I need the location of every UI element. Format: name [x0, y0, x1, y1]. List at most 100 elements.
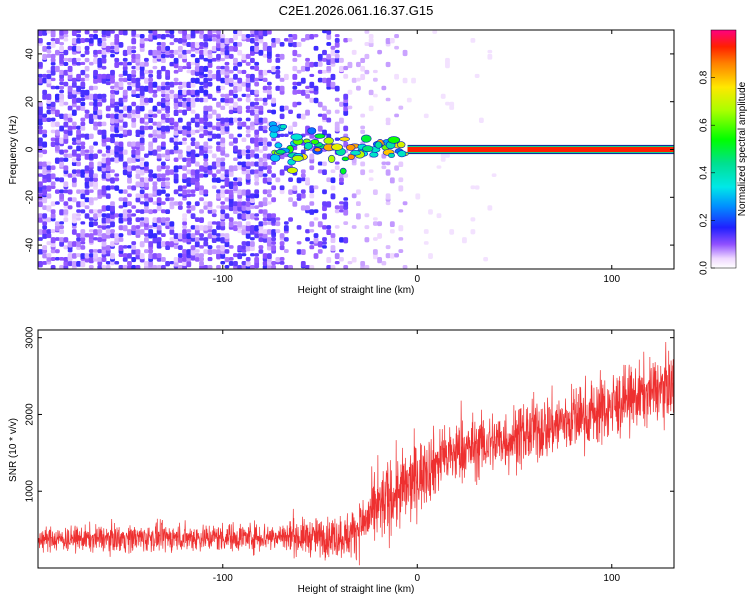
spectrogram-cell	[313, 217, 319, 221]
spectrogram-cell	[288, 109, 293, 114]
spectrogram-cell	[216, 161, 221, 168]
spectrogram-cell	[279, 85, 285, 92]
spectrogram-cell	[156, 257, 162, 262]
spectrogram-cell	[59, 41, 65, 46]
spectrogram-cell	[360, 161, 366, 167]
spectrogram-cell	[266, 85, 272, 90]
spectrogram-cell	[46, 41, 52, 46]
spectrogram-cell	[199, 225, 204, 231]
spectrogram-cell	[254, 89, 260, 95]
spectrogram-cell	[258, 249, 264, 254]
spectrogram-cell	[250, 33, 255, 38]
spectrogram-cell	[262, 209, 268, 215]
spectrogram-cell	[186, 161, 192, 168]
spectrogram-cell	[228, 189, 234, 195]
spectrogram-cell	[398, 225, 404, 232]
spectrogram-cell	[67, 241, 73, 248]
spectrogram-cell	[262, 69, 268, 76]
spectrogram-cell	[101, 37, 107, 42]
spectrogram-cell	[173, 173, 179, 180]
spectrogram-cell	[135, 109, 141, 115]
spectrogram-cell	[93, 213, 98, 220]
spectrogram-cell	[84, 205, 90, 210]
spectrogram-cell	[173, 233, 179, 240]
spectrogram-cell	[50, 57, 56, 63]
spectrogram-cell	[262, 141, 268, 146]
spectrogram-cell	[165, 30, 171, 34]
spectrogram-cell	[50, 69, 56, 76]
spectrogram-cell	[317, 61, 323, 67]
spectrogram-cell	[67, 85, 73, 92]
spectrogram-cell	[254, 81, 260, 87]
spectrogram-cell	[292, 81, 298, 86]
spectrogram-cell	[241, 241, 247, 246]
spectrogram-cell	[339, 101, 344, 107]
x-tick-label: -100	[213, 573, 233, 584]
spectrogram-cell	[288, 177, 293, 182]
spectrogram-cell	[283, 133, 289, 137]
spectrogram-cell	[76, 217, 81, 221]
spectrogram-cell	[271, 197, 277, 203]
spectrogram-cell	[122, 49, 128, 57]
spectrogram-cell	[394, 253, 399, 258]
spectrogram-cell	[254, 233, 260, 239]
spectrogram-cell	[67, 253, 73, 260]
spectrogram-cell	[245, 93, 251, 98]
spectrogram-cell	[330, 73, 336, 81]
spectrogram-cell	[156, 129, 162, 135]
spectrogram-cell	[423, 241, 429, 245]
spectrogram-cell	[296, 113, 302, 119]
spectrogram-cell	[67, 113, 73, 118]
spectrogram-cell	[101, 77, 107, 84]
spectrogram-cell	[313, 253, 319, 259]
spectrogram-cell	[93, 141, 98, 146]
spectrogram-cell	[97, 129, 103, 135]
spectrogram-cell	[186, 169, 192, 175]
spectrogram-cell	[131, 53, 137, 59]
spectrogram-cell	[46, 161, 52, 165]
spectrogram-cell	[101, 53, 107, 59]
spectrogram-cell	[80, 125, 86, 131]
spectrogram-cell	[190, 169, 196, 176]
spectrogram-cell	[80, 53, 86, 58]
spectrogram-cell	[258, 221, 264, 227]
spectrogram-cell	[262, 97, 268, 103]
spectrogram-cell	[54, 257, 60, 261]
spectrogram-cell	[38, 125, 43, 130]
spectrogram-cell	[237, 105, 243, 112]
spectrogram-cell	[385, 193, 391, 200]
spectrogram-cell	[173, 109, 179, 117]
spectrogram-cell	[101, 30, 107, 35]
spectrogram-cell	[402, 49, 408, 57]
spectrogram-cell	[160, 53, 166, 59]
spectrogram-cell	[118, 109, 124, 114]
spectrogram-frame	[37, 29, 675, 270]
spectrogram-cell	[114, 101, 120, 106]
spectrogram-cell	[173, 129, 179, 136]
spectrogram-cell	[364, 237, 370, 243]
spectrogram-cell	[360, 113, 366, 118]
spectrogram-cell	[169, 93, 175, 99]
spectrogram-cell	[110, 49, 115, 54]
spectrogram-cell	[80, 245, 86, 250]
spectrogram-cell	[144, 249, 149, 254]
spectrogram-cell	[139, 137, 145, 144]
spectrogram-cell	[88, 257, 94, 264]
spectrogram-cell	[152, 209, 158, 214]
spectrogram-cell	[245, 129, 251, 134]
spectrogram-cell	[118, 97, 124, 104]
spectrogram-cell	[160, 113, 166, 120]
spectrogram-cell	[398, 177, 404, 183]
spectrogram-cell	[224, 205, 230, 210]
spectrogram-cell	[97, 249, 103, 254]
spectrogram-cell	[182, 57, 187, 63]
spectrogram-cell	[207, 81, 213, 87]
spectrogram-cell	[266, 93, 272, 100]
colorbar-ticks: 0.00.20.40.60.8	[699, 70, 715, 275]
spectrogram-cell	[360, 169, 366, 176]
spectrogram-cell	[110, 137, 115, 144]
spectrogram-cell	[186, 249, 192, 255]
spectrogram-cell	[241, 229, 247, 236]
colorbar-tick-label: 0.0	[699, 261, 710, 275]
spectrogram-cell	[114, 185, 120, 191]
